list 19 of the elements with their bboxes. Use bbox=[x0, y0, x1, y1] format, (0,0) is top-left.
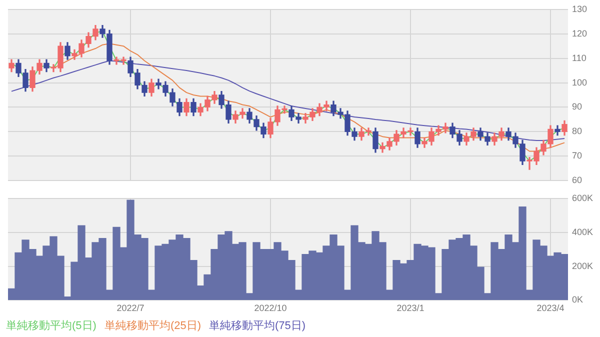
text: 単純移動平均(5日) bbox=[6, 320, 96, 332]
y-tick-label: 90 bbox=[572, 102, 582, 112]
y-tick-label: 400K bbox=[572, 226, 594, 237]
y-tick-label: 200K bbox=[572, 260, 594, 271]
y-tick-label: 110 bbox=[572, 52, 586, 63]
y-tick-label: 60 bbox=[572, 175, 582, 186]
x-tick-label: 2022/10 bbox=[254, 303, 287, 314]
x-tick-label: 2022/7 bbox=[116, 303, 144, 314]
x-tick-label: 2023/1 bbox=[396, 303, 424, 314]
x-tick-label: 2023/4 bbox=[536, 303, 564, 314]
text: 単純移動平均(75日) bbox=[209, 320, 306, 332]
text: 単純移動平均(25日) bbox=[104, 320, 202, 332]
y-tick-label: 100 bbox=[572, 77, 588, 88]
y-tick-label: 130 bbox=[572, 4, 588, 14]
y-tick-label: 70 bbox=[572, 150, 582, 161]
y-tick-label: 80 bbox=[572, 126, 582, 136]
y-tick-label: 0K bbox=[572, 294, 584, 305]
y-tick-label: 600K bbox=[572, 192, 594, 203]
y-tick-label: 120 bbox=[572, 28, 588, 38]
